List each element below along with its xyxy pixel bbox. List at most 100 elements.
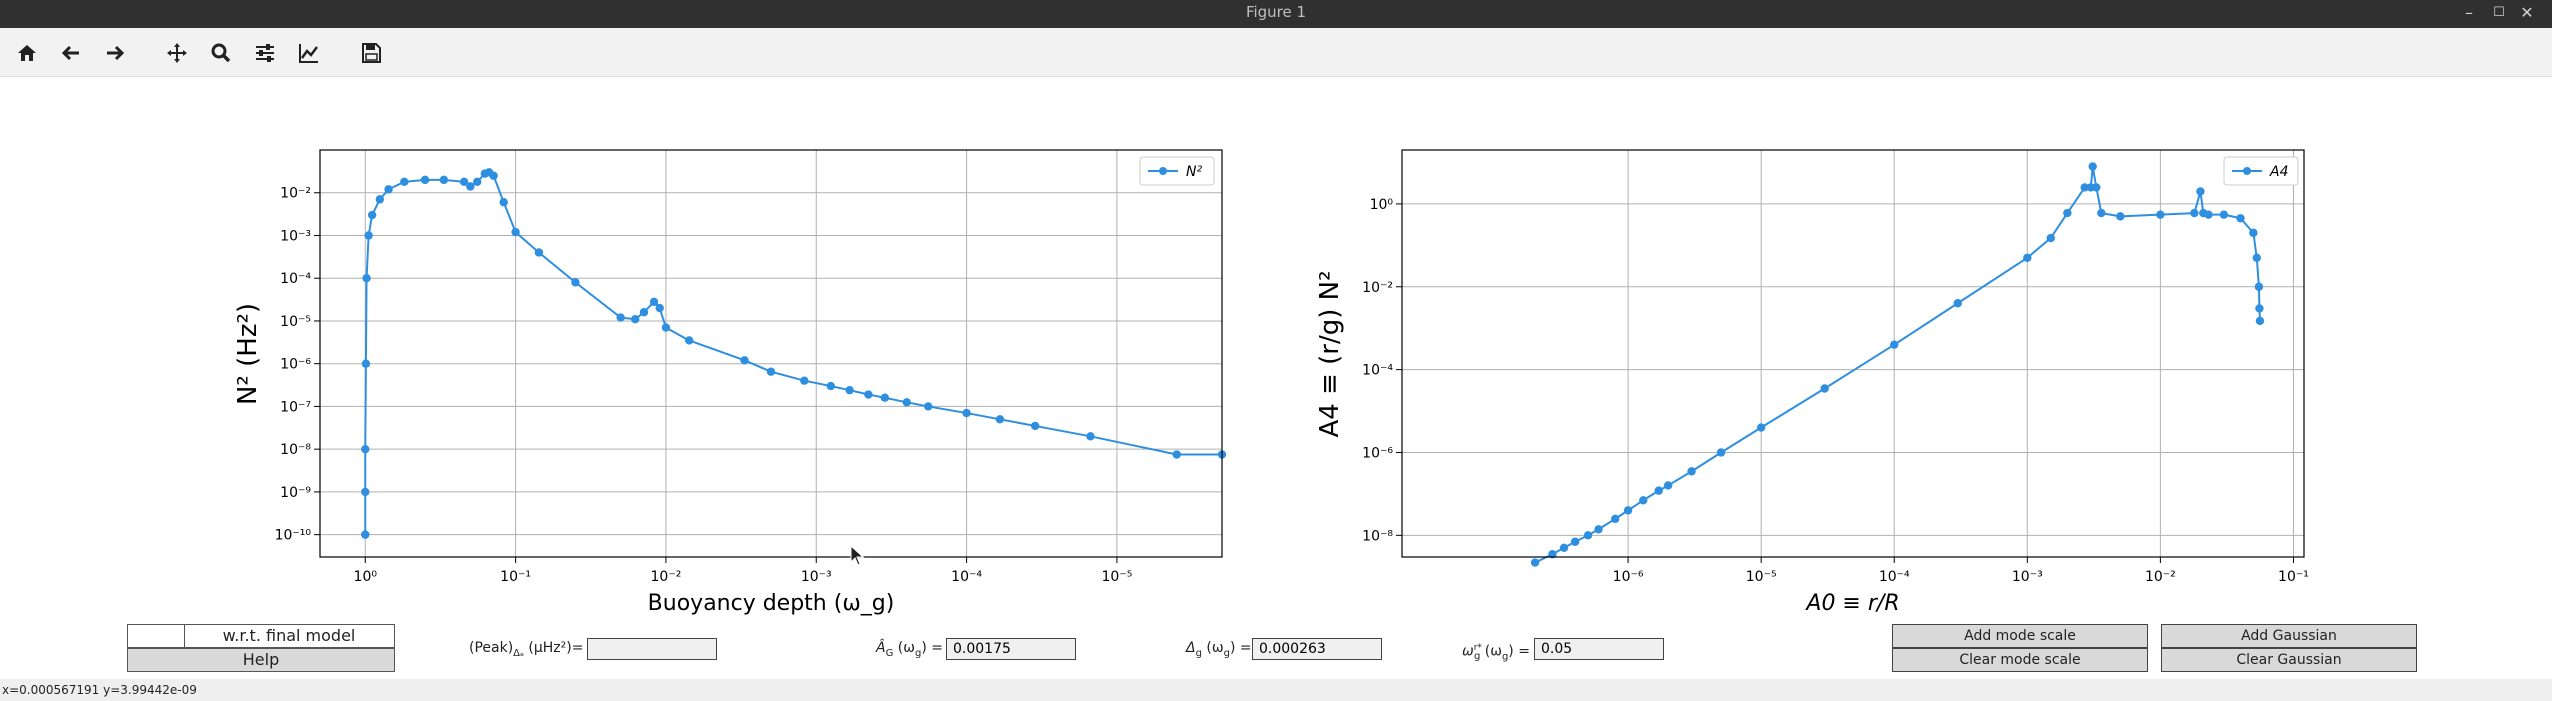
right-data-point bbox=[1820, 384, 1829, 393]
configure-subplots-button[interactable] bbox=[250, 38, 280, 68]
left-data-point bbox=[880, 393, 889, 402]
help-button[interactable]: Help bbox=[127, 648, 395, 672]
left-data-point bbox=[367, 210, 377, 220]
right-axes-grid bbox=[1402, 150, 2304, 557]
left-data-point bbox=[740, 356, 749, 365]
right-data-point bbox=[2236, 214, 2245, 223]
right-x-tick-label: 10⁻¹ bbox=[2278, 569, 2309, 585]
ag-input[interactable] bbox=[946, 638, 1076, 660]
left-axes-grid bbox=[320, 150, 1222, 557]
left-data-point bbox=[655, 303, 664, 313]
left-data-point bbox=[995, 415, 1005, 424]
left-data-point bbox=[845, 385, 854, 395]
clear-gaussian-button[interactable]: Clear Gaussian bbox=[2161, 648, 2417, 672]
right-data-point bbox=[1663, 481, 1673, 490]
left-x-tick-label: 10⁻⁴ bbox=[951, 569, 982, 585]
right-axes-frame bbox=[1401, 149, 2305, 558]
right-data-point bbox=[2196, 187, 2205, 196]
add-mode-scale-button[interactable]: Add mode scale bbox=[1892, 624, 2148, 648]
floppy-disk-icon bbox=[362, 43, 381, 63]
right-data-point bbox=[2156, 210, 2165, 219]
left-axes[interactable]: 10⁰ 10⁻¹ 10⁻² 10⁻³ 10⁻⁴ 10⁻⁵ 10⁻¹⁰10⁻⁹10⁻⁸10⁻… bbox=[233, 149, 1227, 616]
left-data-point bbox=[511, 227, 520, 237]
right-data-point bbox=[2254, 282, 2264, 291]
left-data-point bbox=[364, 231, 373, 240]
left-data-point bbox=[459, 177, 469, 187]
right-data-point bbox=[2088, 162, 2097, 171]
left-data-point bbox=[616, 313, 625, 322]
right-data-point bbox=[2046, 233, 2055, 243]
right-data-point bbox=[1953, 299, 1962, 308]
left-data-point bbox=[439, 175, 449, 185]
right-data-point bbox=[1570, 537, 1580, 546]
right-y-tick-label: 10⁰ bbox=[1370, 197, 1394, 213]
left-data-point bbox=[489, 171, 498, 180]
status-bar: x=0.000567191 y=3.99442e-09 bbox=[0, 679, 2552, 701]
peak-input[interactable] bbox=[587, 638, 717, 660]
wg-label: ωr*g (ωg) = bbox=[1462, 643, 1530, 663]
figure-canvas[interactable]: 10⁰ 10⁻¹ 10⁻² 10⁻³ 10⁻⁴ 10⁻⁵ 10⁻¹⁰ 10⁻⁹ 10⁻⁸ 10⁻… bbox=[0, 77, 2552, 679]
arrow-left-icon bbox=[61, 45, 79, 61]
left-y-tick-label: 10⁻¹⁰ bbox=[275, 528, 312, 544]
left-data-point bbox=[649, 297, 659, 307]
left-data-point bbox=[826, 381, 836, 391]
right-data-point bbox=[2255, 304, 2264, 313]
figure[interactable]: 10⁰ 10⁻¹ 10⁻² 10⁻³ 10⁻⁴ 10⁻⁵ 10⁻¹⁰10⁻⁹10⁻⁸10⁻… bbox=[0, 77, 2552, 679]
ag-label: ÂG (ωg) = bbox=[876, 640, 943, 659]
left-x-tick-label: 10⁻⁵ bbox=[1102, 569, 1133, 585]
right-y-tick-label: 10⁻⁴ bbox=[1362, 363, 1393, 379]
right-data-point bbox=[2190, 208, 2199, 218]
legend-label-a4: A4 bbox=[2269, 164, 2288, 180]
arrow-right-icon bbox=[107, 45, 125, 61]
left-y-tick-label: 10⁻² bbox=[280, 186, 311, 202]
final-model-checkbox[interactable]: w.r.t. final model bbox=[127, 624, 395, 648]
wg-input[interactable] bbox=[1534, 638, 1664, 660]
right-x-label: A0 ≡ r/R bbox=[1804, 591, 1899, 616]
cursor-coordinates: x=0.000567191 y=3.99442e-09 bbox=[2, 683, 197, 697]
forward-button[interactable] bbox=[100, 38, 130, 68]
back-button[interactable] bbox=[56, 38, 86, 68]
close-icon[interactable]: ✕ bbox=[2520, 3, 2534, 22]
left-y-tick-label: 10⁻⁷ bbox=[280, 399, 311, 415]
edit-axes-button[interactable] bbox=[294, 38, 324, 68]
add-gaussian-button[interactable]: Add Gaussian bbox=[2161, 624, 2417, 648]
right-x-tick-label: 10⁻³ bbox=[2012, 569, 2043, 585]
left-data-point bbox=[639, 308, 649, 317]
right-data-point bbox=[1654, 486, 1663, 495]
zoom-button[interactable] bbox=[206, 38, 236, 68]
minimize-icon[interactable]: – bbox=[2465, 3, 2473, 22]
left-x-label: Buoyancy depth (ω_g) bbox=[648, 591, 895, 616]
left-y-tick-label: 10⁻³ bbox=[280, 228, 311, 244]
right-x-ticks: 10⁻⁶ 10⁻⁵ 10⁻⁴ 10⁻³ 10⁻² 10⁻¹ bbox=[1613, 557, 2309, 585]
home-button[interactable] bbox=[12, 38, 42, 68]
left-data-point bbox=[499, 198, 508, 207]
right-y-tick-label: 10⁻² bbox=[1362, 280, 1393, 296]
right-data-point bbox=[2092, 183, 2101, 192]
left-data-point bbox=[962, 408, 971, 418]
left-data-point bbox=[361, 530, 370, 539]
left-data-point bbox=[1030, 421, 1040, 431]
peak-label: (Peak)Δₐ (μHz²)= bbox=[469, 640, 584, 659]
left-data-point bbox=[924, 402, 933, 411]
checkbox-indicator[interactable] bbox=[128, 625, 185, 647]
right-data-point bbox=[2204, 210, 2213, 219]
left-series-line bbox=[364, 171, 1222, 535]
dg-input[interactable] bbox=[1252, 638, 1382, 660]
left-y-tick-label: 10⁻⁴ bbox=[280, 271, 311, 287]
right-data-point bbox=[1530, 558, 1540, 567]
right-data-point bbox=[1548, 550, 1557, 559]
maximize-icon[interactable]: ☐ bbox=[2493, 5, 2505, 20]
legend-marker-a4 bbox=[2243, 167, 2251, 175]
right-x-tick-label: 10⁻⁶ bbox=[1613, 569, 1644, 585]
save-button[interactable] bbox=[356, 38, 386, 68]
left-data-point bbox=[685, 336, 694, 345]
clear-mode-scale-button[interactable]: Clear mode scale bbox=[1892, 648, 2148, 672]
right-y-ticks: 10⁻⁸ 10⁻⁶ 10⁻⁴ 10⁻² 10⁰ bbox=[1362, 197, 1402, 544]
left-data-point bbox=[384, 185, 393, 194]
left-y-tick-label: 10⁻⁶ bbox=[280, 357, 311, 373]
left-data-point bbox=[800, 376, 809, 385]
pan-button[interactable] bbox=[162, 38, 192, 68]
navigation-toolbar bbox=[0, 28, 2552, 77]
right-axes[interactable]: 10⁻⁶ 10⁻⁵ 10⁻⁴ 10⁻³ 10⁻² 10⁻¹ 10⁻⁸10⁻⁶10⁻⁴10⁻… bbox=[1315, 149, 2309, 616]
left-data-point bbox=[571, 278, 580, 287]
